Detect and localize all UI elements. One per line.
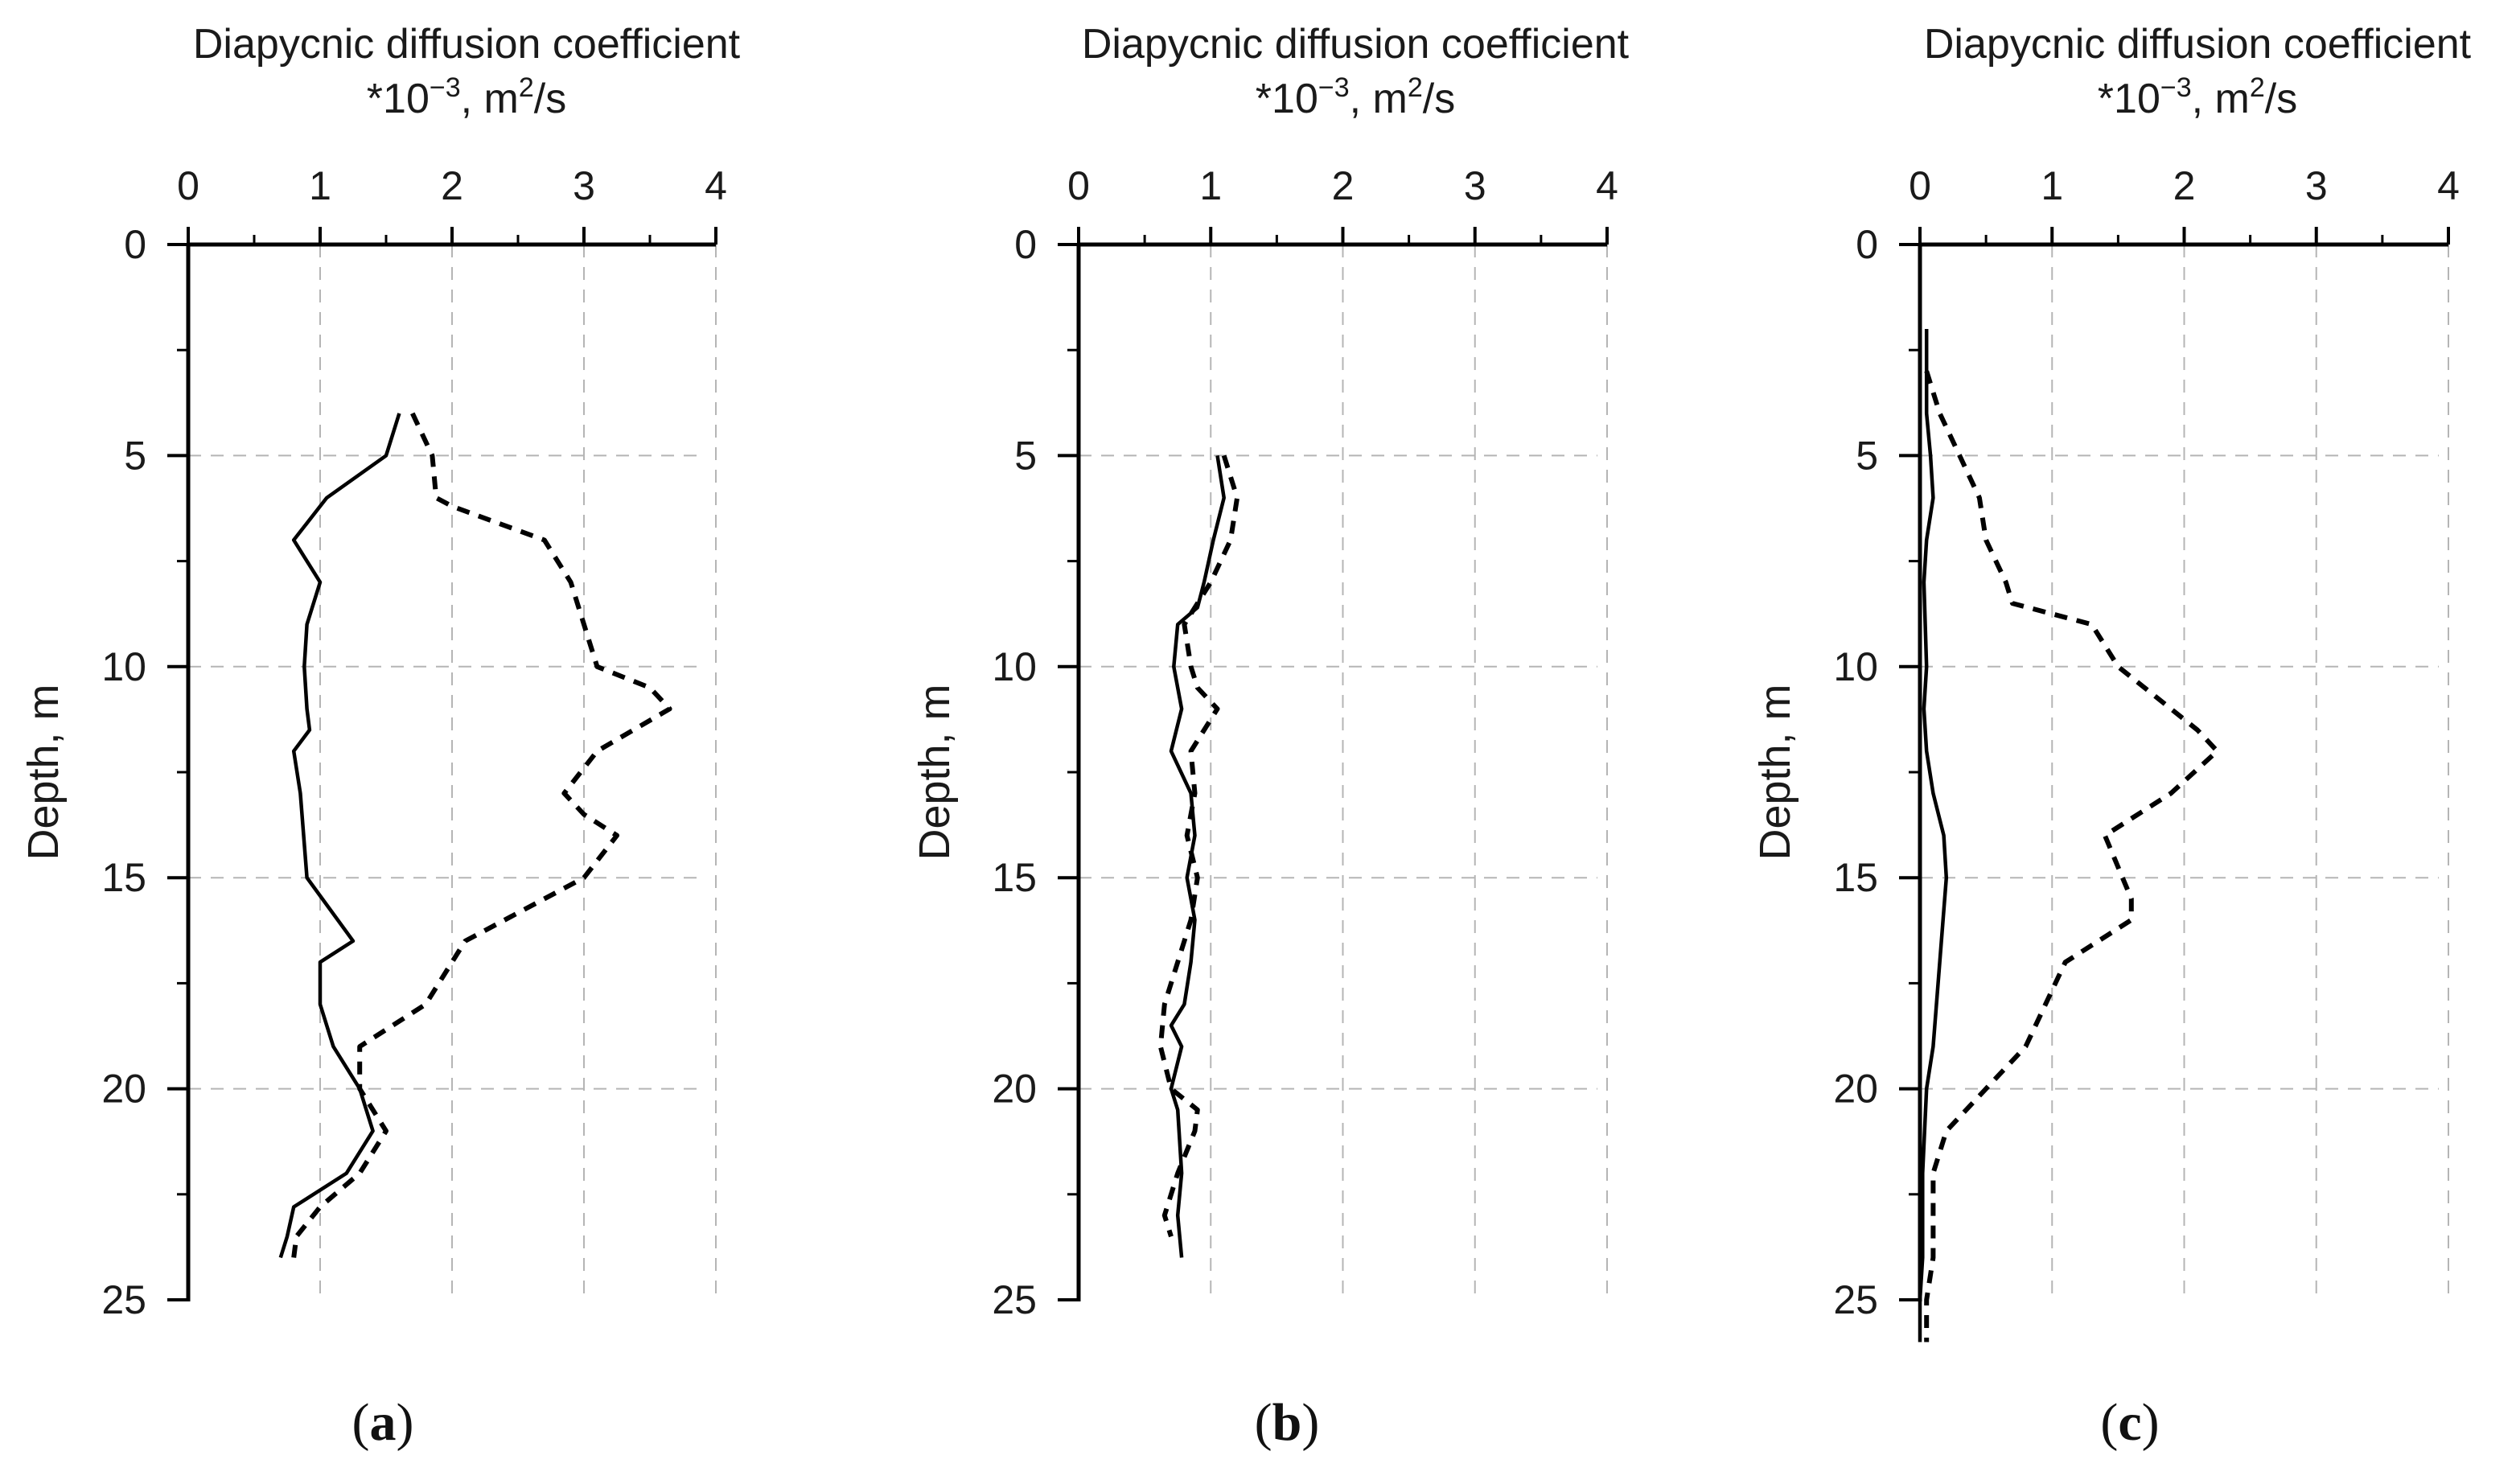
- panel-label: (a): [352, 1393, 414, 1452]
- x-axis-label-exponent: −3: [1318, 72, 1350, 103]
- chart-title: Diapycnic diffusion coefficient: [1924, 21, 2472, 68]
- x-tick-label: 4: [2437, 163, 2460, 208]
- y-tick-label: 25: [1833, 1277, 1878, 1322]
- y-axis-label: Depth, m: [1751, 684, 1799, 860]
- y-tick-label: 5: [124, 433, 146, 478]
- series-line-dashed: [291, 412, 672, 1258]
- panel-label-open: (: [2100, 1393, 2118, 1452]
- panel-c: Diapycnic diffusion coefficient*10−3, m2…: [1751, 21, 2472, 1452]
- y-tick-label: 20: [101, 1067, 146, 1112]
- x-tick-label: 3: [573, 163, 595, 208]
- x-tick-label: 3: [1464, 163, 1486, 208]
- y-tick-label: 5: [1856, 433, 1878, 478]
- x-axis-label: *10−3, m2/s: [367, 72, 566, 122]
- panel-label-close: ): [2142, 1393, 2160, 1452]
- panel-a: Diapycnic diffusion coefficient*10−3, m2…: [19, 21, 741, 1452]
- x-axis-label-unit: , m: [1350, 76, 1408, 122]
- x-tick-label: 0: [1067, 163, 1090, 208]
- panel-label: (c): [2100, 1393, 2159, 1452]
- x-tick-label: 3: [2305, 163, 2328, 208]
- x-axis-label-suffix: /s: [534, 76, 566, 122]
- x-axis-label-unit: , m: [461, 76, 519, 122]
- panel-label-open: (: [352, 1393, 370, 1452]
- y-tick-label: 0: [1856, 222, 1878, 267]
- y-tick-label: 15: [1833, 855, 1878, 900]
- y-tick-label: 0: [124, 222, 146, 267]
- x-axis-label-unit-exponent: 2: [519, 72, 534, 103]
- panel-label: (b): [1255, 1393, 1320, 1452]
- x-tick-label: 2: [2173, 163, 2196, 208]
- x-axis-label: *10−3, m2/s: [1256, 72, 1455, 122]
- y-tick-label: 10: [1833, 644, 1878, 689]
- x-axis-label-prefix: *10: [367, 76, 430, 122]
- y-tick-label: 20: [1833, 1067, 1878, 1112]
- panel-label-close: ): [1301, 1393, 1319, 1452]
- series-line-dashed: [1157, 454, 1240, 1238]
- x-tick-label: 1: [2041, 163, 2063, 208]
- y-tick-label: 10: [992, 644, 1037, 689]
- x-axis-label-unit-exponent: 2: [1408, 72, 1423, 103]
- panel-label-letter: c: [2118, 1393, 2141, 1452]
- panel-label-letter: b: [1272, 1393, 1302, 1452]
- series-line-solid: [1918, 329, 1949, 1342]
- chart-title: Diapycnic diffusion coefficient: [1082, 21, 1630, 68]
- panel-label-letter: a: [370, 1393, 397, 1452]
- x-axis-label-suffix: /s: [1423, 76, 1455, 122]
- x-tick-label: 4: [705, 163, 727, 208]
- x-axis-label-prefix: *10: [1256, 76, 1318, 122]
- series-line-solid: [1169, 455, 1226, 1258]
- y-tick-label: 15: [101, 855, 146, 900]
- y-axis-label: Depth, m: [19, 684, 68, 860]
- x-axis-label-unit: , m: [2192, 76, 2250, 122]
- y-tick-label: 25: [101, 1277, 146, 1322]
- x-tick-label: 1: [309, 163, 331, 208]
- y-tick-label: 0: [1014, 222, 1037, 267]
- y-tick-label: 25: [992, 1277, 1037, 1322]
- x-axis-label-exponent: −3: [430, 72, 461, 103]
- x-tick-label: 0: [177, 163, 199, 208]
- x-axis-label-suffix: /s: [2265, 76, 2297, 122]
- x-tick-label: 1: [1199, 163, 1222, 208]
- panel-label-close: ): [397, 1393, 414, 1452]
- x-tick-label: 2: [1332, 163, 1355, 208]
- x-axis-label-prefix: *10: [2098, 76, 2160, 122]
- x-axis-label: *10−3, m2/s: [2098, 72, 2297, 122]
- panel-b: Diapycnic diffusion coefficient*10−3, m2…: [911, 21, 1630, 1452]
- y-tick-label: 15: [992, 855, 1037, 900]
- y-tick-label: 20: [992, 1067, 1037, 1112]
- x-tick-label: 4: [1596, 163, 1618, 208]
- x-axis-label-exponent: −3: [2160, 72, 2192, 103]
- x-tick-label: 0: [1909, 163, 1931, 208]
- panel-label-open: (: [1255, 1393, 1272, 1452]
- y-tick-label: 10: [101, 644, 146, 689]
- x-tick-label: 2: [441, 163, 463, 208]
- y-axis-label: Depth, m: [911, 684, 959, 860]
- x-axis-label-unit-exponent: 2: [2250, 72, 2265, 103]
- series-line-solid: [278, 413, 401, 1259]
- y-tick-label: 5: [1014, 433, 1037, 478]
- series-line-dashed: [1924, 370, 2220, 1342]
- chart-title: Diapycnic diffusion coefficient: [193, 21, 741, 68]
